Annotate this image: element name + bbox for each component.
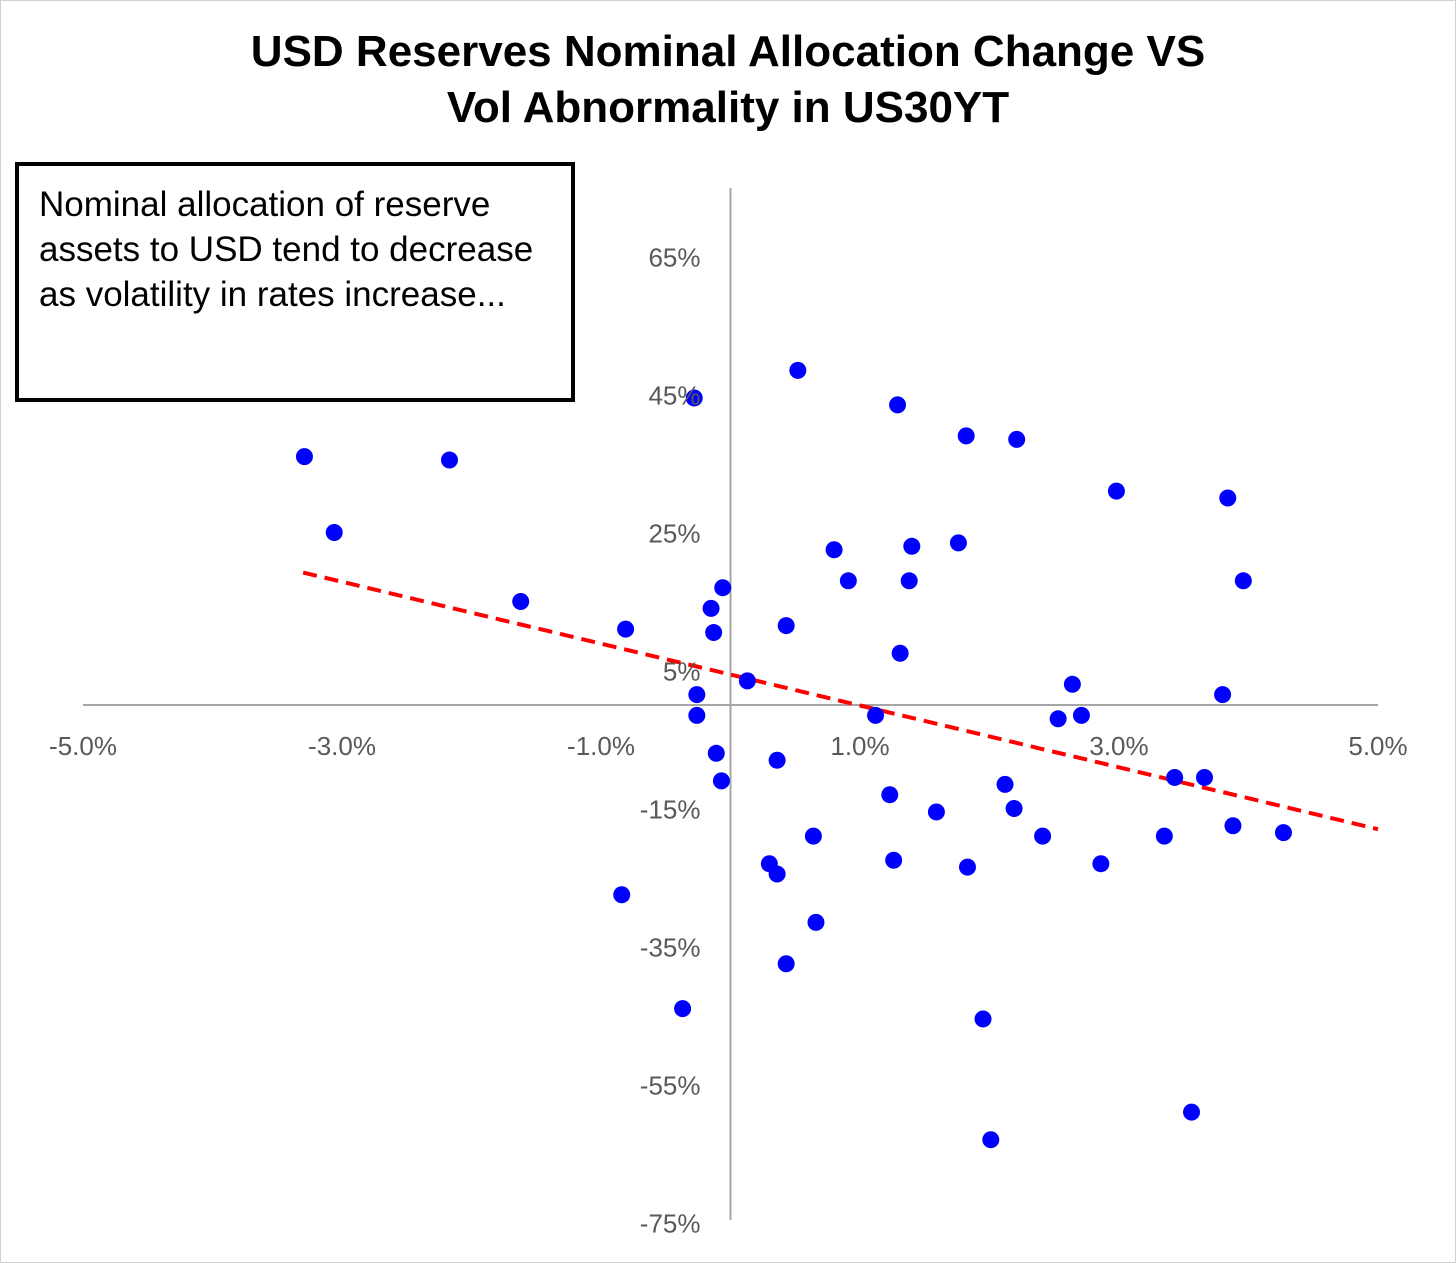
data-point [974, 1010, 992, 1028]
y-tick-labels: 65% 45% 25% 5% -15% -35% -55% -75% [640, 243, 701, 1239]
data-point [768, 865, 786, 883]
data-point [295, 448, 313, 466]
data-point [1063, 675, 1081, 693]
axes [83, 188, 1378, 1220]
data-point [1072, 706, 1090, 724]
data-point [903, 537, 921, 555]
data-point [1274, 824, 1292, 842]
data-point [613, 886, 631, 904]
data-point [777, 617, 795, 635]
chart-title-line-1: USD Reserves Nominal Allocation Change V… [250, 27, 1206, 76]
data-point [949, 534, 967, 552]
chart-title-line-2: Vol Abnormality in US30YT [446, 83, 1010, 132]
y-tick-label: 5% [663, 657, 701, 687]
x-tick-label: -5.0% [49, 731, 117, 761]
data-point [702, 599, 720, 617]
data-point [1034, 827, 1052, 845]
data-point [958, 858, 976, 876]
data-point [1049, 710, 1067, 728]
data-point [807, 913, 825, 931]
annotation-box: Nominal allocation of reserve assets to … [15, 162, 575, 402]
data-point [1107, 482, 1125, 500]
data-point [674, 1000, 692, 1018]
data-point [688, 686, 706, 704]
data-point [325, 524, 343, 541]
x-tick-label: 3.0% [1089, 731, 1148, 761]
data-point [867, 706, 885, 724]
data-point [891, 644, 909, 662]
data-point [705, 624, 723, 642]
y-tick-label: 25% [648, 519, 700, 549]
y-tick-label: 65% [648, 243, 700, 273]
data-point [900, 572, 918, 590]
data-point [996, 775, 1014, 793]
data-point [957, 427, 975, 445]
data-point [688, 706, 706, 724]
data-point [1234, 572, 1252, 590]
data-point [1224, 817, 1242, 835]
data-point [825, 541, 843, 559]
data-point [738, 672, 756, 690]
data-point [789, 361, 807, 379]
y-tick-label: -35% [640, 933, 701, 963]
data-point [712, 772, 730, 790]
data-point [885, 851, 903, 869]
annotation-text: Nominal allocation of reserve assets to … [39, 185, 534, 314]
data-point [1092, 855, 1110, 873]
data-point [839, 572, 857, 590]
data-point [1219, 489, 1237, 507]
data-point [804, 827, 822, 845]
x-tick-label: -3.0% [308, 731, 376, 761]
data-point [768, 751, 786, 769]
trendline [302, 570, 1379, 832]
y-tick-label: -15% [640, 795, 701, 825]
data-point [440, 451, 458, 469]
data-point [1214, 686, 1232, 704]
data-point [889, 396, 907, 414]
data-point [1195, 768, 1213, 786]
chart-title: USD Reserves Nominal Allocation Change V… [0, 24, 1456, 136]
data-point [1008, 430, 1026, 448]
data-point [927, 803, 945, 821]
data-points [295, 361, 1292, 1149]
x-tick-label: -1.0% [567, 731, 635, 761]
data-point [714, 579, 732, 597]
y-tick-label: -55% [640, 1071, 701, 1101]
data-point [777, 955, 795, 973]
x-tick-label: 1.0% [830, 731, 889, 761]
data-point [617, 620, 635, 638]
data-point [1155, 827, 1173, 845]
x-tick-label: 5.0% [1348, 731, 1407, 761]
data-point [881, 786, 899, 804]
y-tick-label: -75% [640, 1209, 701, 1239]
data-point [685, 389, 703, 407]
data-point [1183, 1103, 1201, 1121]
data-point [1005, 800, 1023, 817]
trendline-group [302, 570, 1379, 832]
data-point [1166, 768, 1184, 786]
y-tick-label: 45% [648, 381, 700, 411]
data-point [982, 1131, 1000, 1149]
x-tick-labels: -5.0% -3.0% -1.0% 1.0% 3.0% 5.0% [49, 731, 1408, 761]
data-point [707, 744, 725, 762]
data-point [512, 593, 530, 610]
